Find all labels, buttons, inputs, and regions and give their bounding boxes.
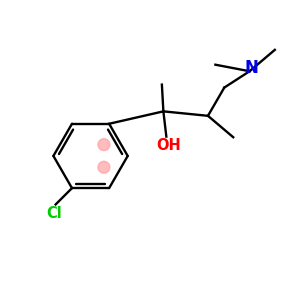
- Text: OH: OH: [156, 138, 181, 153]
- Text: N: N: [244, 59, 258, 77]
- Circle shape: [98, 139, 110, 151]
- Text: Cl: Cl: [46, 206, 62, 221]
- Circle shape: [98, 161, 110, 173]
